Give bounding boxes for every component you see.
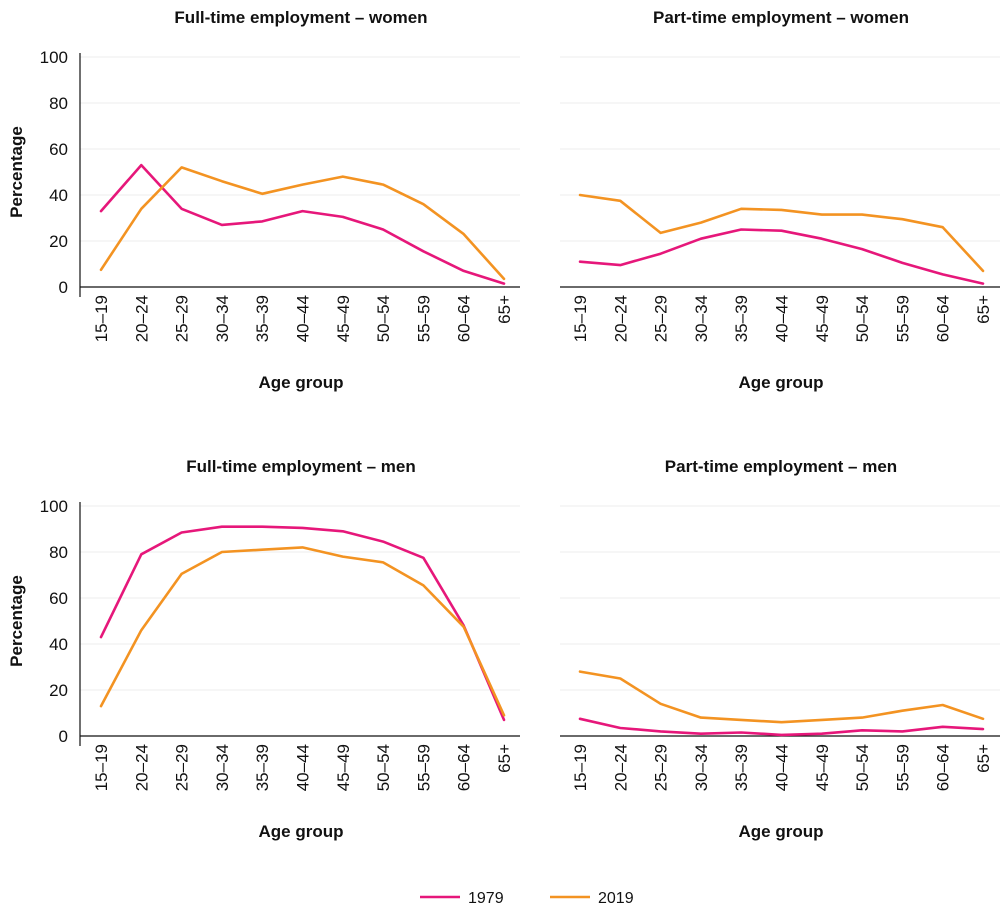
- series-line-1979: [99, 163, 506, 285]
- y-tick-label: 100: [40, 497, 68, 516]
- y-tick-label: 40: [49, 635, 68, 654]
- panel-title: Part-time employment – women: [653, 8, 909, 27]
- x-tick-label: 40–44: [294, 744, 313, 791]
- x-tick-label: 15–19: [571, 744, 590, 791]
- panel-title: Full-time employment – women: [174, 8, 427, 27]
- panel-title: Full-time employment – men: [186, 457, 416, 476]
- x-tick-label: 45–49: [334, 295, 353, 342]
- x-tick-label: 60–64: [455, 744, 474, 791]
- x-tick-label: 40–44: [294, 295, 313, 342]
- series-line-2019: [99, 166, 506, 281]
- x-tick-label: 50–54: [374, 295, 393, 342]
- x-tick-label: 20–24: [132, 295, 151, 342]
- x-tick-label: 35–39: [732, 295, 751, 342]
- x-tick-label: 40–44: [773, 295, 792, 342]
- y-tick-label: 100: [40, 48, 68, 67]
- x-tick-label: 55–59: [893, 295, 912, 342]
- x-tick-label: 15–19: [92, 744, 111, 791]
- x-tick-label: 25–29: [173, 295, 192, 342]
- x-tick-label: 65+: [974, 295, 993, 324]
- panel-2: Part-time employment – women 15–19 20–24 25…: [560, 8, 1000, 392]
- x-tick-label: 20–24: [132, 744, 151, 791]
- x-tick-label: 40–44: [773, 744, 792, 791]
- legend-label-2019: 2019: [598, 890, 634, 907]
- x-tick-label: 65+: [495, 744, 514, 773]
- x-tick-label: 60–64: [455, 295, 474, 342]
- x-tick-label: 35–39: [253, 295, 272, 342]
- y-axis-title: Percentage: [7, 126, 26, 218]
- panel-title: Part-time employment – men: [665, 457, 897, 476]
- x-tick-label: 65+: [495, 295, 514, 324]
- x-tick-label: 15–19: [92, 295, 111, 342]
- x-axis-title: Age group: [739, 373, 824, 392]
- x-tick-label: 25–29: [173, 744, 192, 791]
- y-tick-label: 80: [49, 543, 68, 562]
- x-axis-title: Age group: [739, 822, 824, 841]
- series-line-1979: [578, 228, 985, 285]
- x-tick-label: 55–59: [414, 744, 433, 791]
- y-tick-label: 20: [49, 232, 68, 251]
- series-line-1979: [99, 525, 506, 722]
- series-line-2019: [578, 193, 985, 273]
- panel-1: Full-time employment – women 0 20 40 60 80 100…: [7, 8, 520, 392]
- series-line-2019: [99, 546, 506, 717]
- x-tick-label: 60–64: [934, 295, 953, 342]
- y-tick-label: 60: [49, 589, 68, 608]
- x-tick-label: 50–54: [853, 295, 872, 342]
- legend: 1979 2019: [420, 890, 634, 907]
- x-tick-label: 20–24: [611, 744, 630, 791]
- x-tick-label: 45–49: [813, 295, 832, 342]
- x-tick-label: 55–59: [893, 744, 912, 791]
- x-tick-label: 65+: [974, 744, 993, 773]
- x-axis-title: Age group: [259, 373, 344, 392]
- legend-label-1979: 1979: [468, 890, 504, 907]
- x-tick-label: 35–39: [732, 744, 751, 791]
- x-tick-label: 25–29: [652, 295, 671, 342]
- y-tick-label: 0: [59, 278, 68, 297]
- x-tick-label: 30–34: [213, 295, 232, 342]
- x-tick-label: 60–64: [934, 744, 953, 791]
- x-axis-title: Age group: [259, 822, 344, 841]
- x-tick-label: 30–34: [692, 295, 711, 342]
- x-tick-label: 45–49: [813, 744, 832, 791]
- series-line-2019: [578, 670, 985, 724]
- y-tick-label: 0: [59, 727, 68, 746]
- panel-4: Part-time employment – men 15–19 20–24 25–2…: [560, 457, 1000, 841]
- panel-3: Full-time employment – men 0 20 40 60 80 100 Pe…: [7, 457, 520, 841]
- x-tick-label: 20–24: [611, 295, 630, 342]
- y-axis-title: Percentage: [7, 575, 26, 667]
- series-line-1979: [578, 717, 985, 737]
- x-tick-label: 50–54: [853, 744, 872, 791]
- x-tick-label: 35–39: [253, 744, 272, 791]
- x-tick-label: 50–54: [374, 744, 393, 791]
- x-tick-label: 45–49: [334, 744, 353, 791]
- x-tick-label: 15–19: [571, 295, 590, 342]
- y-tick-label: 80: [49, 94, 68, 113]
- y-tick-label: 20: [49, 681, 68, 700]
- y-tick-label: 40: [49, 186, 68, 205]
- y-tick-label: 60: [49, 140, 68, 159]
- x-tick-label: 30–34: [213, 744, 232, 791]
- x-tick-label: 30–34: [692, 744, 711, 791]
- x-tick-label: 55–59: [414, 295, 433, 342]
- x-tick-label: 25–29: [652, 744, 671, 791]
